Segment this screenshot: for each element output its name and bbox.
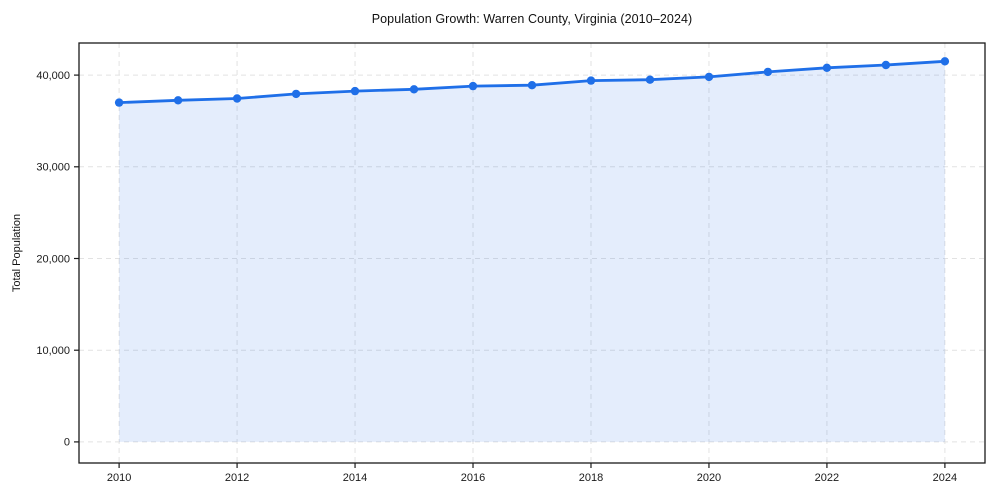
y-tick-label: 30,000 bbox=[36, 162, 70, 174]
area-fill bbox=[119, 61, 945, 442]
data-point-2023 bbox=[881, 60, 891, 70]
x-tick-label: 2012 bbox=[225, 472, 249, 484]
data-point-2020 bbox=[704, 72, 714, 82]
x-tick-label: 2020 bbox=[697, 472, 721, 484]
data-point-2022 bbox=[822, 63, 832, 72]
y-tick-label: 20,000 bbox=[36, 253, 70, 265]
data-point-2018 bbox=[586, 76, 596, 85]
data-point-2016 bbox=[468, 81, 478, 91]
chart-title: Population Growth: Warren County, Virgin… bbox=[371, 12, 693, 26]
y-tick-label: 0 bbox=[64, 437, 70, 449]
data-point-2015 bbox=[409, 85, 419, 94]
x-tick-label: 2024 bbox=[933, 472, 957, 484]
data-point-2019 bbox=[645, 75, 655, 84]
data-point-2021 bbox=[763, 67, 773, 77]
data-point-2014 bbox=[350, 86, 360, 96]
data-point-2017 bbox=[527, 81, 537, 90]
x-tick-label: 2018 bbox=[579, 472, 603, 484]
y-tick-label: 40,000 bbox=[36, 70, 70, 82]
data-point-2011 bbox=[173, 96, 183, 105]
data-point-2012 bbox=[232, 94, 242, 103]
data-point-2024 bbox=[940, 57, 950, 66]
x-tick-label: 2014 bbox=[343, 472, 367, 484]
data-point-2013 bbox=[291, 89, 301, 99]
data-point-2010 bbox=[114, 98, 124, 107]
x-tick-label: 2010 bbox=[107, 472, 131, 484]
y-tick-label: 10,000 bbox=[36, 345, 70, 357]
axis-frame bbox=[78, 42, 986, 464]
x-tick-label: 2022 bbox=[815, 472, 839, 484]
x-tick-label: 2016 bbox=[461, 472, 485, 484]
